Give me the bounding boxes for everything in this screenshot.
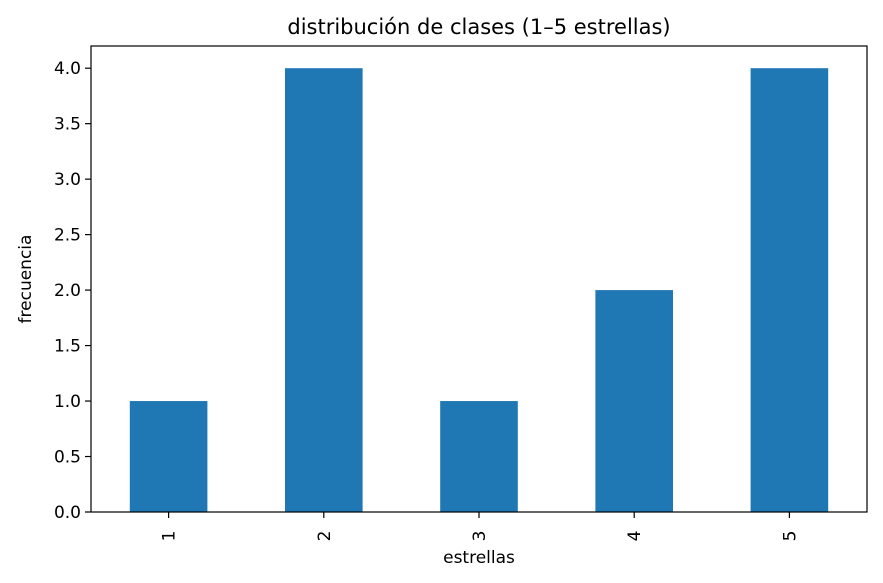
x-tick-label: 1 (160, 531, 180, 542)
bar-4 (595, 290, 673, 512)
x-tick-label: 4 (625, 531, 645, 542)
y-tick-label: 3.5 (54, 115, 81, 135)
x-tick-label: 3 (470, 531, 490, 542)
x-axis: 1 2 3 4 5 (160, 512, 800, 542)
bar-3 (440, 401, 518, 512)
x-tick-label: 5 (780, 531, 800, 542)
chart-title: distribución de clases (1–5 estrellas) (287, 15, 670, 39)
plot-frame (90, 45, 868, 513)
x-axis-label: estrellas (443, 548, 515, 568)
y-tick-label: 1.5 (54, 337, 81, 357)
y-tick-label: 0.0 (54, 503, 81, 523)
y-tick-label: 2.0 (54, 281, 81, 301)
y-axis-label: frecuencia (16, 235, 36, 324)
y-tick-label: 2.5 (54, 226, 81, 246)
bar-2 (285, 68, 363, 512)
y-tick-label: 4.0 (54, 59, 81, 79)
x-tick-label: 2 (315, 531, 335, 542)
bars-group (129, 68, 829, 512)
bar-5 (750, 68, 829, 512)
y-tick-label: 1.0 (54, 392, 81, 412)
y-axis: 0.0 0.5 1.0 1.5 2.0 2.5 3.0 3.5 4.0 (54, 59, 91, 523)
y-tick-label: 3.0 (54, 170, 81, 190)
y-tick-label: 0.5 (54, 448, 81, 468)
bar-1 (129, 401, 208, 512)
